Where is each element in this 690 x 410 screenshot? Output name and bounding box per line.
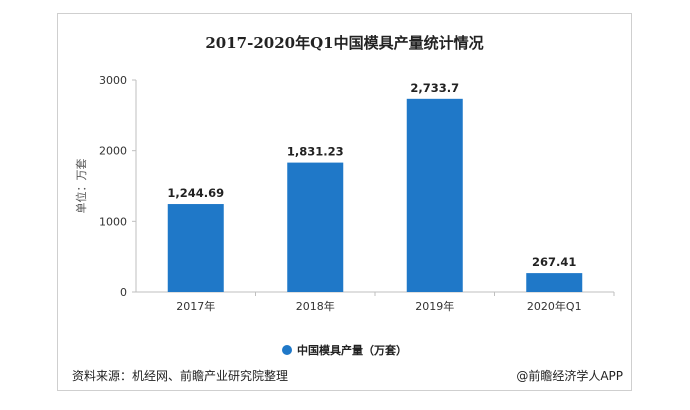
x-tick-label: 2018年 (296, 299, 335, 313)
data-label: 1,831.23 (287, 145, 344, 159)
bar (167, 204, 224, 292)
y-tick-label: 3000 (99, 74, 127, 87)
bar (526, 273, 583, 292)
y-tick-label: 0 (120, 286, 127, 299)
data-label: 1,244.69 (167, 186, 224, 200)
x-tick-label: 2020年Q1 (527, 299, 582, 313)
legend-label: 中国模具产量（万套） (297, 344, 407, 357)
y-tick-label: 1000 (99, 215, 127, 228)
chart-frame: 2017-2020年Q1中国模具产量统计情况 0 1000 2000 3000 单位：万… (57, 13, 632, 391)
bar-chart: 0 1000 2000 3000 单位：万套 1,244.69 2017年 1,831.23 2… (74, 74, 615, 313)
data-label: 267.41 (532, 255, 576, 269)
footer: 资料来源：机经网、前瞻产业研究院整理 @前瞻经济学人APP (72, 367, 623, 384)
y-tick-label: 2000 (99, 145, 127, 158)
data-label: 2,733.7 (410, 81, 459, 95)
y-axis-label: 单位：万套 (74, 159, 88, 214)
legend-swatch (282, 345, 292, 355)
bar (287, 162, 344, 292)
bar (406, 98, 463, 292)
credit-note: @前瞻经济学人APP (516, 369, 623, 383)
x-tick-label: 2019年 (415, 299, 454, 313)
source-note: 资料来源：机经网、前瞻产业研究院整理 (72, 369, 289, 383)
x-tick-label: 2017年 (176, 299, 215, 313)
chart-title: 2017-2020年Q1中国模具产量统计情况 (205, 34, 484, 52)
legend: 中国模具产量（万套） (58, 342, 631, 358)
